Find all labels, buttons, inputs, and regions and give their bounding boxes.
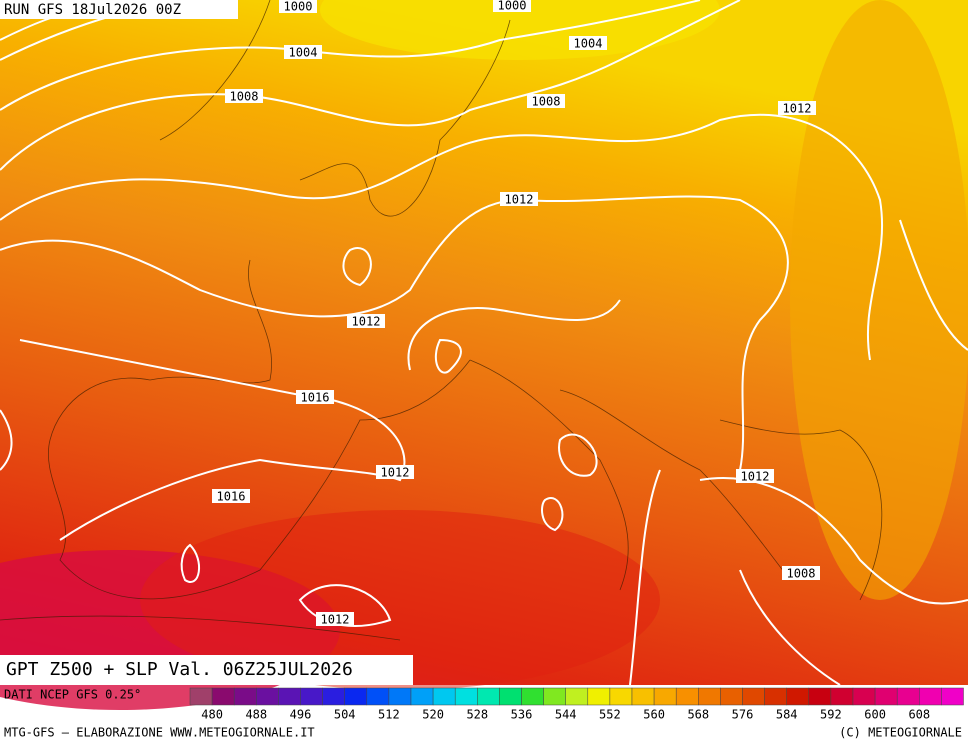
isobar-label-box (782, 566, 820, 580)
colorbar-swatch (256, 687, 279, 706)
colorbar-swatch (521, 687, 544, 706)
colorbar-label: 584 (776, 708, 798, 722)
colorbar-swatch (477, 687, 500, 706)
isobar-label: 1008 (532, 95, 561, 109)
isobar-label: 1000 (284, 0, 313, 14)
isobar-label: 1012 (321, 613, 350, 627)
isobar-label-box (347, 314, 385, 328)
colorbar-swatch (742, 687, 765, 706)
colorbar-label: 480 (201, 708, 223, 722)
run-label: RUN GFS 18Jul2026 00Z (4, 2, 181, 18)
colorbar-swatch (941, 687, 964, 706)
isobar-label: 1012 (505, 193, 534, 207)
colorbar-swatch (720, 687, 743, 706)
colorbar-label: 552 (599, 708, 621, 722)
colorbar-label: 520 (422, 708, 444, 722)
title-box (0, 655, 413, 685)
isobar-label-box (500, 192, 538, 206)
colorbar-swatch (366, 687, 390, 706)
run-box (0, 0, 238, 19)
isobar-label-box (376, 465, 414, 479)
map-title: GPT Z500 + SLP Val. 06Z25JUL2026 (6, 659, 353, 680)
colorbar-swatch (631, 687, 655, 706)
colorbar-label: 536 (511, 708, 533, 722)
field (140, 510, 660, 690)
colorbar-swatch (322, 687, 345, 706)
isobar-label: 1008 (787, 567, 816, 581)
colorbar-swatch (874, 687, 898, 706)
isobar-label: 1008 (230, 90, 259, 104)
isobar-label-box (736, 469, 774, 483)
colorbar-swatch (189, 687, 213, 706)
coastlines (0, 0, 883, 641)
isobar-label-box (569, 36, 607, 50)
colorbar-swatch (211, 687, 235, 706)
colorbar-swatch (764, 687, 787, 706)
colorbar-swatch (300, 687, 323, 706)
colorbar-swatch (653, 687, 677, 706)
isobar-label-box (527, 94, 565, 108)
footer-left: MTG-GFS – ELABORAZIONE WWW.METEOGIORNALE… (4, 726, 315, 740)
colorbar-swatch (786, 687, 810, 706)
colorbar-swatch (609, 687, 633, 706)
isobar-label: 1016 (217, 490, 246, 504)
source: DATI NCEP GFS 0.25° (4, 688, 141, 702)
isobar-label-box (284, 45, 322, 59)
colorbar-swatch (587, 687, 611, 706)
colorbar-swatch (454, 687, 478, 706)
isobar-label-box (296, 390, 334, 404)
colorbar-label: 568 (687, 708, 709, 722)
colorbar-swatch (432, 687, 456, 706)
isobar-label-box (778, 101, 816, 115)
colorbar-label: 544 (555, 708, 577, 722)
colorbar-label: 496 (290, 708, 312, 722)
field (790, 0, 968, 600)
colorbar-label: 504 (334, 708, 356, 722)
colorbar-swatch (410, 687, 434, 706)
colorbar-swatch (830, 687, 854, 706)
colorbar-swatch (675, 687, 699, 706)
colorbar-swatch (919, 687, 942, 706)
colorbar-swatch (565, 687, 589, 706)
colorbar-swatch (543, 687, 566, 706)
isobar-label-box (493, 0, 531, 12)
colorbar-label: 592 (820, 708, 842, 722)
colorbar-label: 608 (908, 708, 930, 722)
colorbar-swatch (852, 687, 876, 706)
colorbar-label: 560 (643, 708, 665, 722)
isobar-label: 1012 (741, 470, 770, 484)
isobar-label-box (279, 0, 317, 13)
colorbar-swatch (808, 687, 832, 706)
colorbar-swatch (698, 687, 721, 706)
isobar-label-box (212, 489, 250, 503)
isobar-label-box (225, 89, 263, 103)
isobar-label: 1012 (381, 466, 410, 480)
isobar-label: 1000 (498, 0, 527, 13)
colorbar-label: 576 (732, 708, 754, 722)
isobar-label: 1004 (574, 37, 603, 51)
isobar-label: 1004 (289, 46, 318, 60)
colorbar-label: 512 (378, 708, 400, 722)
colorbar-swatch (344, 687, 368, 706)
colorbar-label: 528 (466, 708, 488, 722)
isobar-label-box (316, 612, 354, 626)
colorbar-label: 488 (245, 708, 267, 722)
colorbar-swatch (233, 687, 257, 706)
colorbar-swatch (499, 687, 522, 706)
footer-right: (C) METEOGIORNALE (839, 726, 962, 740)
field (320, 0, 720, 60)
colorbar-swatch (896, 687, 920, 706)
isobar-label: 1016 (301, 391, 330, 405)
isobar-label: 1012 (783, 102, 812, 116)
colorbar-swatch (278, 687, 301, 706)
colorbar-label: 600 (864, 708, 886, 722)
isobar-label: 1012 (352, 315, 381, 329)
colorbar-swatch (388, 687, 412, 706)
